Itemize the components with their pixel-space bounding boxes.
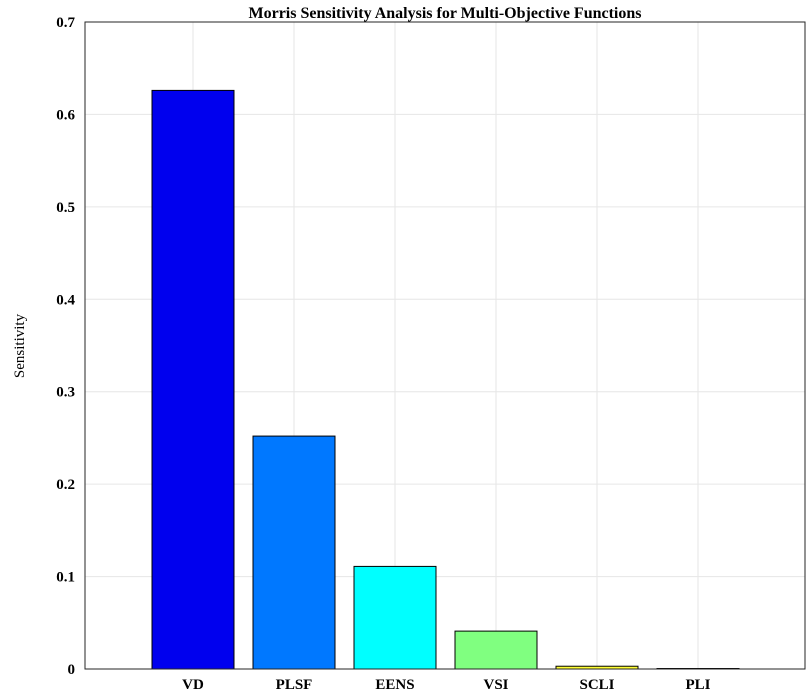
y-tick-label: 0 bbox=[68, 662, 76, 678]
y-tick-label: 0.4 bbox=[56, 292, 75, 308]
bar-vd bbox=[151, 89, 235, 670]
y-tick-label: 0.1 bbox=[56, 570, 75, 586]
y-tick-labels: 0 0.1 0.2 0.3 0.4 0.5 0.6 0.7 bbox=[56, 15, 75, 678]
y-tick-label: 0.3 bbox=[56, 385, 75, 401]
y-tick-label: 0.2 bbox=[56, 477, 75, 493]
x-tick-labels: VD PLSF EENS VSI SCLI PLI bbox=[182, 677, 710, 693]
y-axis-label: Sensitivity bbox=[12, 313, 28, 378]
y-tick-label: 0.7 bbox=[56, 15, 75, 31]
x-tick-label: VSI bbox=[483, 677, 508, 693]
y-tick-label: 0.6 bbox=[56, 107, 75, 123]
x-tick-label: PLI bbox=[685, 677, 710, 693]
bar-eens bbox=[353, 565, 437, 670]
plot-frame bbox=[84, 21, 806, 670]
x-tick-label: VD bbox=[182, 677, 204, 693]
y-tick-label: 0.5 bbox=[56, 200, 75, 216]
x-tick-label: SCLI bbox=[579, 677, 614, 693]
x-tick-label: PLSF bbox=[276, 677, 313, 693]
bar-vsi bbox=[454, 630, 538, 670]
x-tick-label: EENS bbox=[375, 677, 414, 693]
chart-title: Morris Sensitivity Analysis for Multi-Ob… bbox=[248, 5, 641, 22]
bar-plsf bbox=[252, 435, 336, 670]
bars-group bbox=[151, 89, 740, 670]
